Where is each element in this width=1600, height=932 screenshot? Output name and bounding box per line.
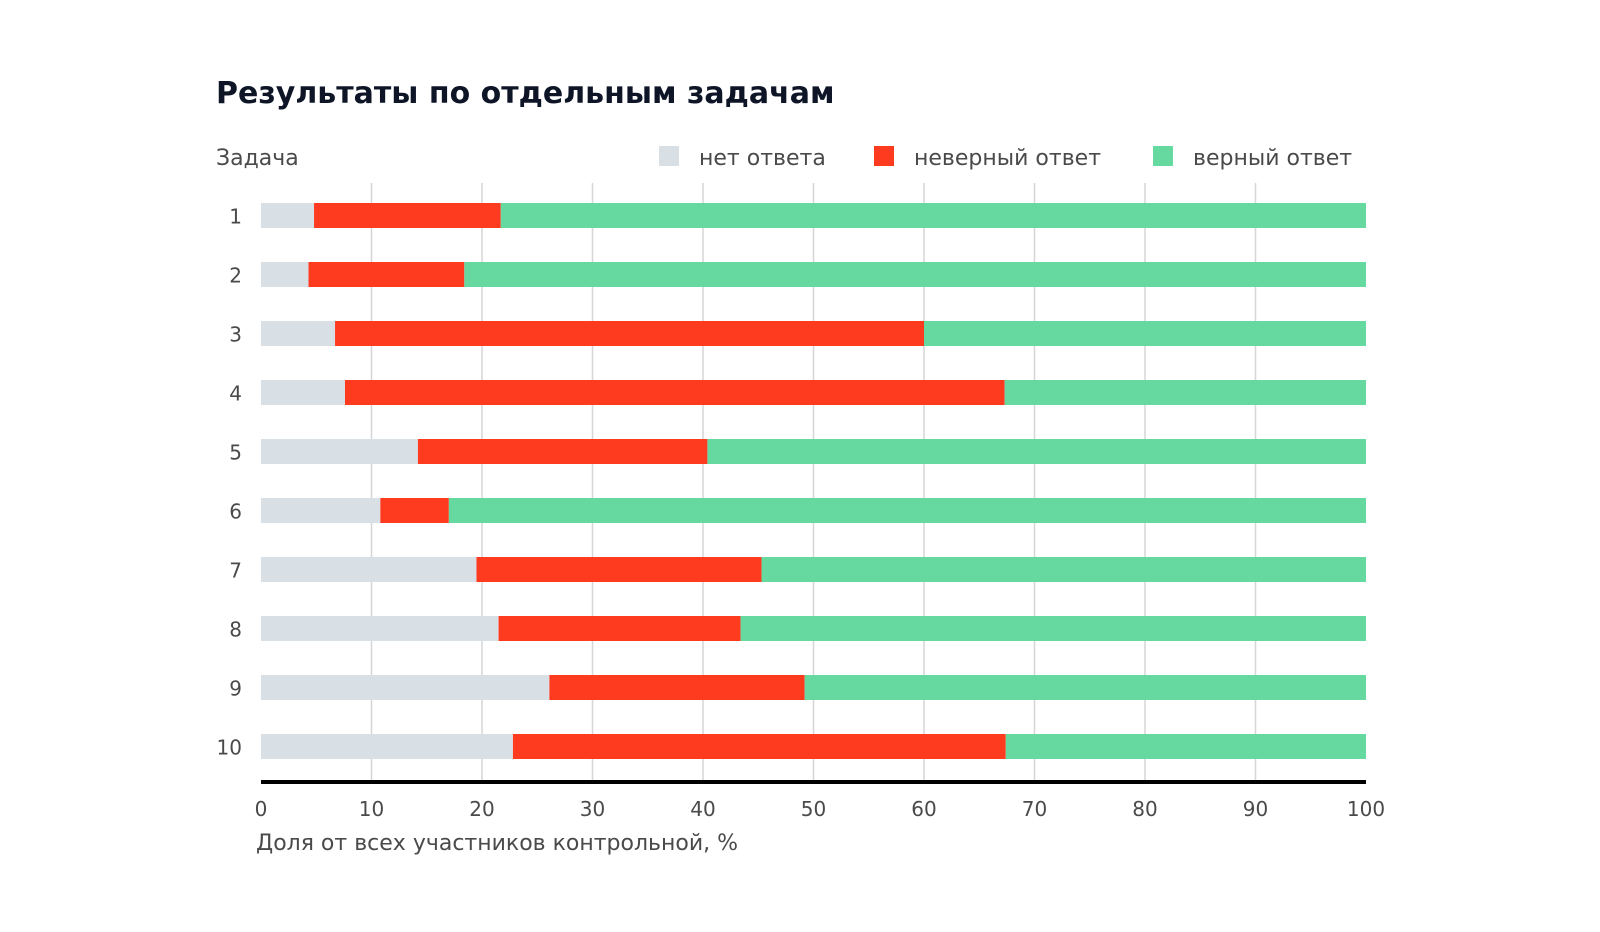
y-axis-label: Задача	[216, 146, 299, 171]
legend-label: нет ответа	[699, 146, 826, 171]
bar-segment-task10-series2	[1005, 734, 1366, 759]
category-labels: 1 2 3 4 5 6 7 8 9 10	[217, 205, 242, 760]
x-tick-label: 30	[580, 797, 605, 821]
legend-swatch	[1153, 146, 1173, 166]
bar-segment-task1-series2	[500, 203, 1366, 228]
x-tick-label: 70	[1022, 797, 1047, 821]
bar-segment-task5-series0	[261, 439, 418, 464]
legend-swatch	[874, 146, 894, 166]
x-tick-label: 40	[690, 797, 715, 821]
bar-segment-task3-series1	[335, 321, 924, 346]
bar-segment-task2-series1	[308, 262, 465, 287]
bar-segment-task4-series0	[261, 380, 345, 405]
bar-segment-task5-series1	[417, 439, 708, 464]
x-tick-label: 10	[359, 797, 384, 821]
legend-label: неверный ответ	[914, 146, 1101, 171]
category-label: 6	[229, 500, 242, 524]
bar-segment-task9-series2	[804, 675, 1366, 700]
bar-segment-task6-series2	[448, 498, 1367, 523]
bar-segment-task10-series0	[261, 734, 513, 759]
bar-segment-task8-series1	[498, 616, 741, 641]
bar-segment-task9-series0	[261, 675, 550, 700]
bar-segment-task3-series0	[261, 321, 336, 346]
bar-segment-task7-series2	[761, 557, 1366, 582]
legend-swatch	[659, 146, 679, 166]
bar-segment-task1-series0	[261, 203, 315, 228]
category-label: 2	[229, 264, 242, 288]
category-label: 5	[229, 441, 242, 465]
bar-segment-task1-series1	[314, 203, 501, 228]
legend-label: верный ответ	[1193, 146, 1352, 171]
category-label: 3	[229, 323, 242, 347]
bar-segment-task6-series1	[380, 498, 449, 523]
category-label: 7	[229, 559, 242, 583]
x-tick-label: 0	[255, 797, 268, 821]
bar-segment-task8-series2	[740, 616, 1366, 641]
bar-segment-task5-series2	[707, 439, 1366, 464]
category-label: 9	[229, 677, 242, 701]
x-tick-label: 100	[1347, 797, 1385, 821]
x-tick-labels: 0 10 20 30 40 50 60 70 80 90 100	[255, 797, 1385, 821]
bar-segment-task7-series0	[261, 557, 477, 582]
x-tick-label: 60	[911, 797, 936, 821]
x-tick-label: 20	[469, 797, 494, 821]
bars	[261, 203, 1367, 759]
x-tick-label: 50	[801, 797, 826, 821]
bar-segment-task3-series2	[924, 321, 1366, 346]
bar-segment-task8-series0	[261, 616, 499, 641]
bar-segment-task2-series2	[464, 262, 1366, 287]
bar-segment-task7-series1	[476, 557, 762, 582]
bar-segment-task4-series2	[1004, 380, 1366, 405]
bar-segment-task2-series0	[261, 262, 309, 287]
x-tick-label: 90	[1243, 797, 1268, 821]
category-label: 10	[217, 736, 242, 760]
category-label: 8	[229, 618, 242, 642]
chart-title: Результаты по отдельным задачам	[216, 76, 835, 111]
bar-segment-task10-series1	[512, 734, 1006, 759]
category-label: 1	[229, 205, 242, 229]
category-label: 4	[229, 382, 242, 406]
legend: нет ответа неверный ответ верный ответ	[659, 146, 1352, 171]
bar-segment-task9-series1	[549, 675, 805, 700]
bar-segment-task6-series0	[261, 498, 381, 523]
bar-segment-task4-series1	[344, 380, 1005, 405]
x-axis-label: Доля от всех участников контрольной, %	[256, 831, 738, 856]
x-axis-line	[261, 780, 1366, 784]
x-tick-label: 80	[1132, 797, 1157, 821]
